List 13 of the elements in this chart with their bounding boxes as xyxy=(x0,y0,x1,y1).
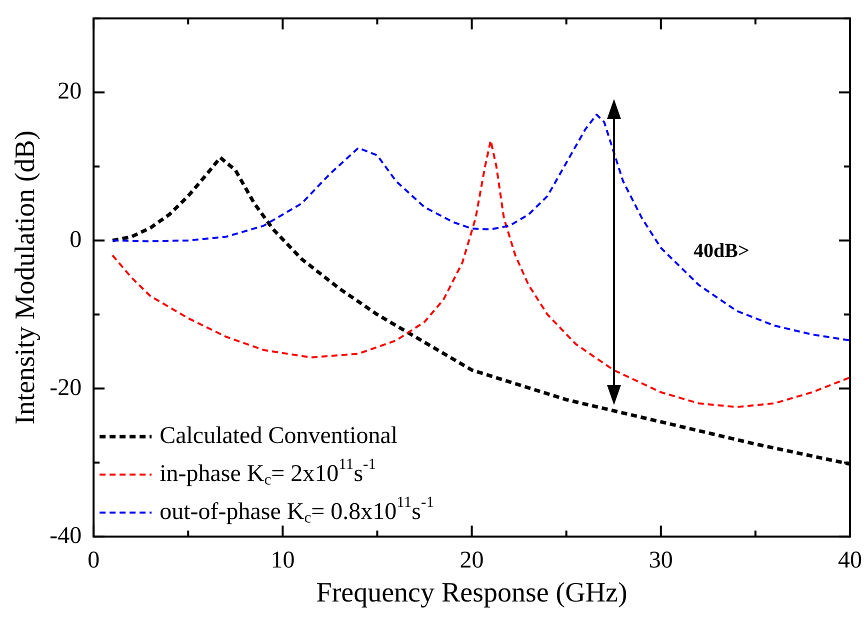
x-axis-title: Frequency Response (GHz) xyxy=(316,578,628,609)
x-tick-label: 40 xyxy=(838,547,862,574)
x-tick-label: 20 xyxy=(460,547,484,574)
y-tick-label: -40 xyxy=(50,522,82,549)
x-tick-label: 10 xyxy=(270,547,295,574)
legend-label: Calculated Conventional xyxy=(160,422,398,449)
y-tick-label: 20 xyxy=(58,78,82,105)
x-tick-label: 0 xyxy=(88,547,100,574)
annotation: 40dB> xyxy=(693,240,750,262)
y-tick-label: 0 xyxy=(70,226,82,253)
x-tick-label: 30 xyxy=(648,547,673,574)
y-tick-label: -20 xyxy=(50,374,82,401)
y-axis-title: Intensity Modulation (dB) xyxy=(10,130,42,424)
